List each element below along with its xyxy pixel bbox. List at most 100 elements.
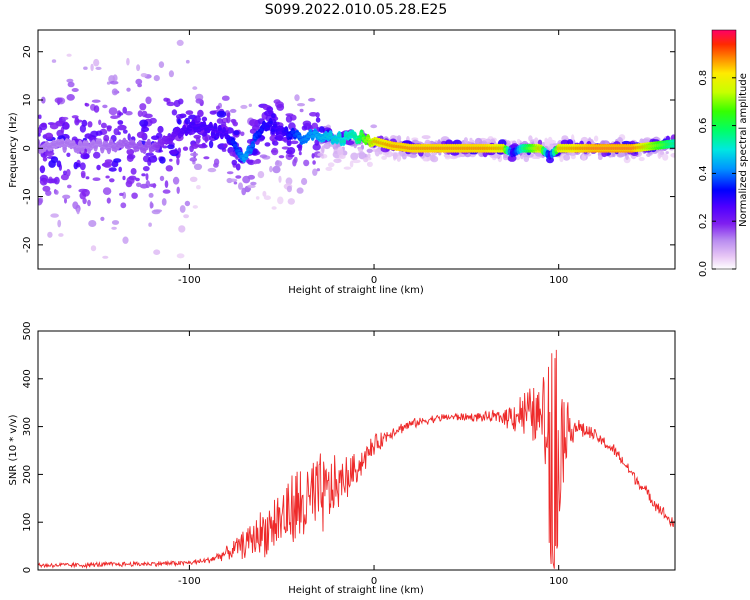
spectrogram-blob <box>424 152 431 158</box>
y-tick-label: 0 <box>22 567 33 573</box>
spectrogram-blob <box>136 64 141 72</box>
spectrogram-ridge <box>341 138 346 145</box>
spectrogram-blob <box>299 108 304 113</box>
spectrogram-blob <box>67 184 72 189</box>
snr-ticks: -100 0 100 0 100 200 300 400 500 <box>22 321 675 587</box>
spectrogram-blob <box>176 186 180 194</box>
spectrogram-blob <box>122 175 126 181</box>
spectrogram-blob <box>338 154 346 159</box>
spectrogram-blob <box>166 101 175 107</box>
spectrogram-blob <box>145 173 149 181</box>
y-tick-label: 20 <box>22 45 33 58</box>
spectrogram-blob <box>98 119 102 126</box>
spectrogram-ridge <box>284 128 289 133</box>
spectrogram-blob <box>315 117 321 123</box>
spectrogram-ridge <box>97 139 103 146</box>
spectrogram-blob <box>38 133 41 137</box>
spectrogram-blob <box>240 131 245 137</box>
spectrogram-blob <box>293 156 298 164</box>
spectrogram-blob <box>216 105 220 110</box>
spectrogram-ridge <box>250 142 256 149</box>
spectrogram-blob <box>571 134 575 142</box>
spectrogram-blob <box>287 198 295 205</box>
spectrogram-blob <box>100 122 107 129</box>
spectrogram-blob <box>213 158 220 166</box>
spectrogram-blob <box>325 166 333 171</box>
spectrogram-blob <box>168 149 178 155</box>
spectrogram-blob <box>193 163 203 170</box>
spectrogram-blob <box>201 116 208 122</box>
spectrogram-blob <box>490 138 496 143</box>
spectrogram-blob <box>50 213 59 218</box>
y-tick-label: 500 <box>22 321 33 340</box>
spectrogram-blob <box>127 133 131 141</box>
spectrogram-blob <box>41 96 46 104</box>
spectrogram-blob <box>189 157 198 162</box>
colorbar-tick-label: 0.6 <box>698 118 709 134</box>
spectrogram-blob <box>190 152 199 157</box>
spectrogram-blob <box>235 175 242 179</box>
spectrogram-ridge <box>84 142 89 147</box>
spectrogram-blob <box>109 178 115 183</box>
spectrogram-blob <box>178 225 186 233</box>
spectrogram-blob <box>185 110 194 115</box>
spectrogram-blob <box>185 59 190 64</box>
colorbar: 0.0 0.2 0.4 0.6 0.8 Normalized spectral ampl… <box>698 29 749 277</box>
spectrogram-ridge <box>62 145 67 152</box>
spectrogram-blob <box>544 138 550 147</box>
spectrogram-blob <box>122 106 127 114</box>
spectrogram-blob <box>39 165 46 174</box>
spectrogram-blob <box>216 110 227 118</box>
spectrogram-blob <box>179 113 187 119</box>
spectrogram-ridge <box>213 125 218 130</box>
spectrogram-blob <box>100 216 105 221</box>
spectrogram-blob <box>139 119 149 127</box>
spectrogram-blob <box>119 192 124 196</box>
spectrogram-blob <box>54 97 63 104</box>
spectrogram-blob <box>568 151 577 156</box>
spectrogram-ridge <box>38 140 41 147</box>
spectrogram-blob <box>276 135 283 142</box>
spectrogram-blob <box>229 108 237 113</box>
spectrogram-blob <box>127 153 136 160</box>
spectrogram-ridge <box>244 152 249 159</box>
x-tick-label: 100 <box>549 576 568 587</box>
spectrogram-ridge <box>328 132 333 137</box>
spectrogram-blob <box>120 202 127 209</box>
spectrogram-blob <box>158 61 165 68</box>
spectrogram-frame <box>37 29 676 270</box>
spectrogram-blob <box>38 198 43 206</box>
spectrogram-ridge <box>106 146 112 153</box>
spectrogram-blob <box>316 168 320 172</box>
spectrogram-blob <box>469 137 473 143</box>
spectrogram-ridge <box>60 139 65 146</box>
spectrogram-blob <box>287 154 295 158</box>
spectrogram-blob <box>366 162 370 166</box>
spectrogram-blob <box>125 111 133 116</box>
spectrogram-blob <box>290 140 299 145</box>
spectrogram-blob <box>80 170 86 177</box>
colorbar-tick-label: 0.4 <box>698 165 709 181</box>
spectrogram-blob <box>593 135 599 142</box>
spectrogram-blob <box>281 146 290 150</box>
colorbar-frame <box>711 29 737 270</box>
spectrogram-blob <box>136 182 142 188</box>
spectrogram-blob <box>76 119 83 123</box>
spectrogram-blob <box>82 197 87 205</box>
spectrogram-blob <box>148 192 154 198</box>
spectrogram-blob <box>56 160 62 168</box>
spectrogram-blob <box>66 53 72 57</box>
spectrogram-blob <box>109 80 119 85</box>
spectrogram-blob <box>337 146 344 155</box>
spectrogram-blob <box>83 66 88 70</box>
spectrogram-blob <box>276 103 285 111</box>
spectrogram-blob <box>165 165 173 172</box>
spectrogram-blob <box>149 117 157 124</box>
spectrogram-blob <box>108 167 117 172</box>
spectrogram-ridge <box>268 119 273 126</box>
spectrogram-blob <box>169 158 173 162</box>
spectrogram-ridge <box>671 140 675 147</box>
spectrogram-blob <box>397 135 402 142</box>
spectrogram-ridge <box>62 146 67 151</box>
